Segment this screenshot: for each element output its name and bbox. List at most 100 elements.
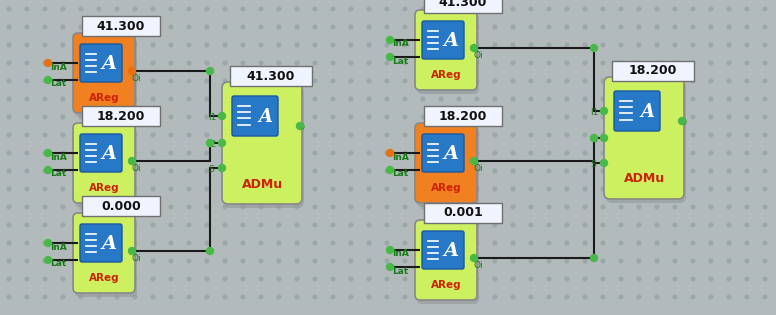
Circle shape <box>97 61 101 65</box>
Circle shape <box>385 79 389 83</box>
Circle shape <box>439 7 443 11</box>
Circle shape <box>745 259 749 263</box>
Circle shape <box>133 7 137 11</box>
Text: Lat: Lat <box>50 79 66 89</box>
Circle shape <box>205 25 209 29</box>
Circle shape <box>674 187 677 191</box>
Circle shape <box>674 259 677 263</box>
Circle shape <box>404 151 407 155</box>
Circle shape <box>61 115 65 119</box>
Circle shape <box>187 43 191 47</box>
Circle shape <box>494 61 497 65</box>
Circle shape <box>619 115 623 119</box>
Circle shape <box>385 151 389 155</box>
Circle shape <box>745 277 749 281</box>
Circle shape <box>547 241 551 245</box>
Circle shape <box>386 150 393 157</box>
Circle shape <box>79 115 83 119</box>
Circle shape <box>584 259 587 263</box>
Text: Lat: Lat <box>392 56 408 66</box>
Text: InA: InA <box>392 152 409 162</box>
Circle shape <box>187 115 191 119</box>
Circle shape <box>43 241 47 245</box>
Text: Oi: Oi <box>474 261 483 270</box>
Circle shape <box>404 79 407 83</box>
Circle shape <box>494 7 497 11</box>
Circle shape <box>439 61 443 65</box>
Text: AReg: AReg <box>431 70 461 80</box>
Circle shape <box>727 133 731 137</box>
Circle shape <box>529 79 533 83</box>
Circle shape <box>259 79 263 83</box>
Circle shape <box>295 223 299 227</box>
Circle shape <box>619 259 623 263</box>
Circle shape <box>151 241 154 245</box>
Circle shape <box>494 25 497 29</box>
Circle shape <box>169 79 173 83</box>
Circle shape <box>277 7 281 11</box>
Circle shape <box>475 277 479 281</box>
Circle shape <box>421 277 424 281</box>
FancyBboxPatch shape <box>415 10 477 90</box>
Circle shape <box>727 241 731 245</box>
Circle shape <box>205 259 209 263</box>
Circle shape <box>7 97 11 101</box>
Circle shape <box>187 79 191 83</box>
Circle shape <box>745 79 749 83</box>
Circle shape <box>44 150 51 157</box>
Circle shape <box>439 277 443 281</box>
Circle shape <box>709 205 713 209</box>
Circle shape <box>61 187 65 191</box>
Circle shape <box>439 187 443 191</box>
Circle shape <box>331 277 334 281</box>
Circle shape <box>187 61 191 65</box>
Circle shape <box>457 97 461 101</box>
Circle shape <box>421 295 424 299</box>
Circle shape <box>205 277 209 281</box>
Circle shape <box>61 151 65 155</box>
Circle shape <box>457 259 461 263</box>
Circle shape <box>367 259 371 263</box>
Circle shape <box>169 259 173 263</box>
Circle shape <box>457 187 461 191</box>
Circle shape <box>709 115 713 119</box>
Circle shape <box>511 133 514 137</box>
Text: O: O <box>680 118 687 127</box>
Circle shape <box>584 277 587 281</box>
Circle shape <box>475 169 479 173</box>
Circle shape <box>25 97 29 101</box>
Circle shape <box>349 79 353 83</box>
Circle shape <box>169 115 173 119</box>
Circle shape <box>79 205 83 209</box>
Circle shape <box>601 187 605 191</box>
Circle shape <box>619 223 623 227</box>
Text: AReg: AReg <box>88 183 120 193</box>
Text: InA: InA <box>50 152 67 162</box>
Circle shape <box>439 133 443 137</box>
Circle shape <box>619 25 623 29</box>
Circle shape <box>115 259 119 263</box>
Circle shape <box>25 223 29 227</box>
Circle shape <box>115 205 119 209</box>
Text: Oi: Oi <box>474 51 483 60</box>
Circle shape <box>727 169 731 173</box>
Circle shape <box>655 79 659 83</box>
Circle shape <box>691 295 695 299</box>
FancyBboxPatch shape <box>75 217 137 297</box>
Circle shape <box>529 241 533 245</box>
Text: 0.000: 0.000 <box>101 199 141 213</box>
Circle shape <box>601 97 605 101</box>
Circle shape <box>565 223 569 227</box>
Circle shape <box>331 7 334 11</box>
Text: 18.200: 18.200 <box>629 65 677 77</box>
Circle shape <box>223 277 227 281</box>
Circle shape <box>727 115 731 119</box>
Circle shape <box>511 79 514 83</box>
Circle shape <box>421 151 424 155</box>
Circle shape <box>764 151 767 155</box>
Circle shape <box>591 135 598 141</box>
Circle shape <box>475 25 479 29</box>
Circle shape <box>223 223 227 227</box>
Circle shape <box>529 97 533 101</box>
Text: I1: I1 <box>208 113 217 122</box>
